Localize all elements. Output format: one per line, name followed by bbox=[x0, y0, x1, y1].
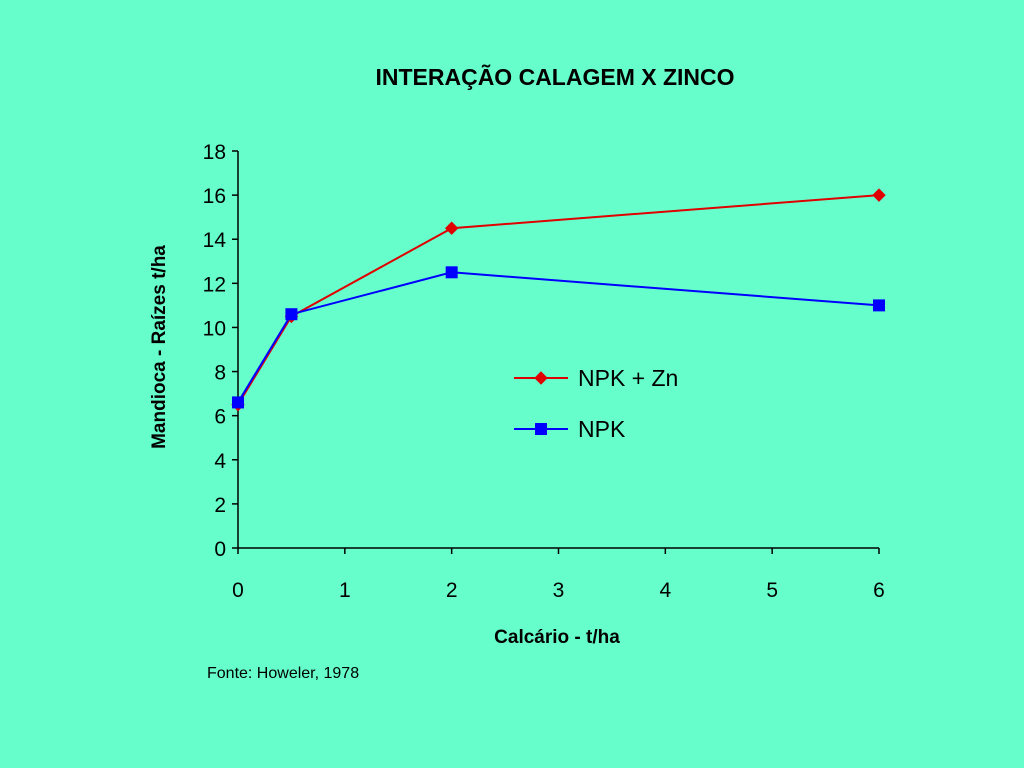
chart-axes bbox=[237, 151, 879, 549]
series-line bbox=[237, 271, 880, 403]
diamond-marker bbox=[444, 221, 459, 235]
y-tick-label: 16 bbox=[203, 185, 226, 208]
diamond-marker bbox=[534, 371, 548, 385]
diamond-marker bbox=[872, 188, 886, 202]
x-tick-label: 4 bbox=[659, 579, 671, 602]
square-marker bbox=[232, 396, 244, 409]
x-tick-label: 3 bbox=[553, 579, 565, 602]
square-marker bbox=[873, 299, 885, 312]
y-axis-label: Mandioca - Raízes t/ha bbox=[149, 245, 170, 449]
legend-label: NPK bbox=[578, 416, 626, 442]
chart-title: INTERAÇÃO CALAGEM X ZINCO bbox=[375, 64, 735, 90]
chart-series bbox=[231, 188, 886, 412]
square-marker bbox=[445, 266, 458, 279]
x-tick-label: 1 bbox=[339, 579, 351, 602]
x-tick-label: 2 bbox=[446, 579, 458, 602]
x-tick-label: 5 bbox=[766, 579, 778, 602]
y-tick-label: 8 bbox=[214, 362, 226, 385]
y-tick-label: 18 bbox=[203, 141, 226, 164]
y-tick-label: 10 bbox=[203, 317, 226, 340]
y-tick-label: 12 bbox=[203, 273, 226, 296]
y-tick-label: 4 bbox=[214, 450, 226, 473]
x-tick-label: 0 bbox=[232, 579, 244, 602]
chart-legend: NPK + Zn NPK bbox=[514, 365, 678, 442]
series-npk bbox=[232, 266, 885, 409]
y-tick-label: 0 bbox=[214, 538, 226, 561]
series-line bbox=[237, 194, 880, 406]
y-tick-label: 14 bbox=[203, 229, 227, 252]
x-tick-label: 6 bbox=[873, 579, 885, 602]
x-axis-label: Calcário - t/ha bbox=[494, 627, 620, 648]
source-note: Fonte: Howeler, 1978 bbox=[207, 665, 360, 682]
y-tick-label: 2 bbox=[214, 494, 226, 517]
y-tick-label: 6 bbox=[214, 406, 226, 429]
legend-label: NPK + Zn bbox=[578, 365, 678, 391]
square-marker bbox=[535, 423, 547, 435]
square-marker bbox=[285, 308, 298, 321]
